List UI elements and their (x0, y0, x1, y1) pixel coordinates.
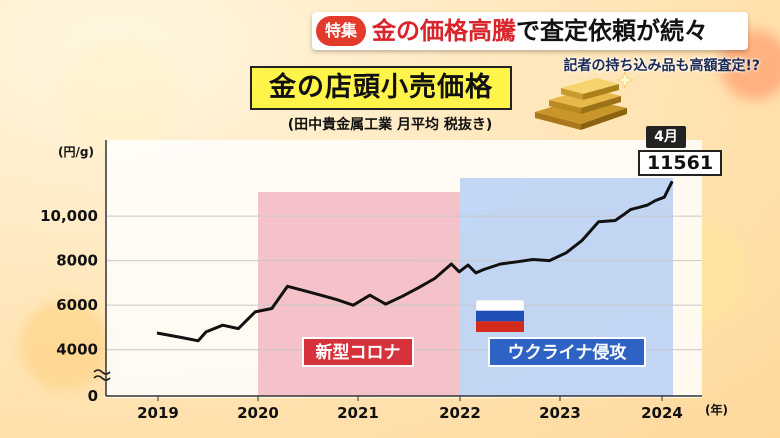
x-tick-label: 2019 (137, 404, 179, 422)
headline-red: 金の価格高騰 (372, 17, 516, 45)
x-tick-label: 2021 (337, 404, 379, 422)
callout-latest-value: 11561 (638, 150, 722, 176)
x-tick-label: 2020 (237, 404, 279, 422)
x-tick-label: 2023 (539, 404, 581, 422)
special-feature-badge: 特集 (316, 16, 366, 46)
x-axis-unit: (年) (705, 402, 728, 417)
y-axis-unit: (円/g) (58, 145, 94, 159)
y-tick-label: 4000 (56, 341, 98, 359)
y-tick-label: 10,000 (40, 207, 98, 225)
headline-black: で査定依頼が続々 (516, 17, 708, 45)
chart-source: (田中貴金属工業 月平均 税抜き) (287, 117, 493, 133)
covid-period-label: 新型コロナ (302, 337, 414, 367)
ukraine-invasion-label: ウクライナ侵攻 (488, 337, 646, 367)
headline-text: 金の価格高騰で査定依頼が続々 (372, 15, 708, 47)
chart-title: 金の店頭小売価格 (250, 66, 512, 110)
axis-break-mark (93, 369, 111, 375)
axis-break-mark (93, 375, 111, 381)
russian-flag-icon (476, 300, 524, 332)
gold-bars-icon (535, 71, 634, 130)
callout-month: 4月 (646, 126, 686, 148)
x-tick-label: 2024 (641, 404, 683, 422)
y-tick-label: 6000 (56, 296, 98, 314)
y-tick-label-zero: 0 (88, 387, 98, 405)
headline-banner (312, 12, 748, 50)
gold-price-line (156, 180, 674, 343)
x-tick-label: 2022 (439, 404, 481, 422)
subheadline: 記者の持ち込み品も高額査定!? (563, 58, 760, 74)
y-tick-label: 8000 (56, 252, 98, 270)
